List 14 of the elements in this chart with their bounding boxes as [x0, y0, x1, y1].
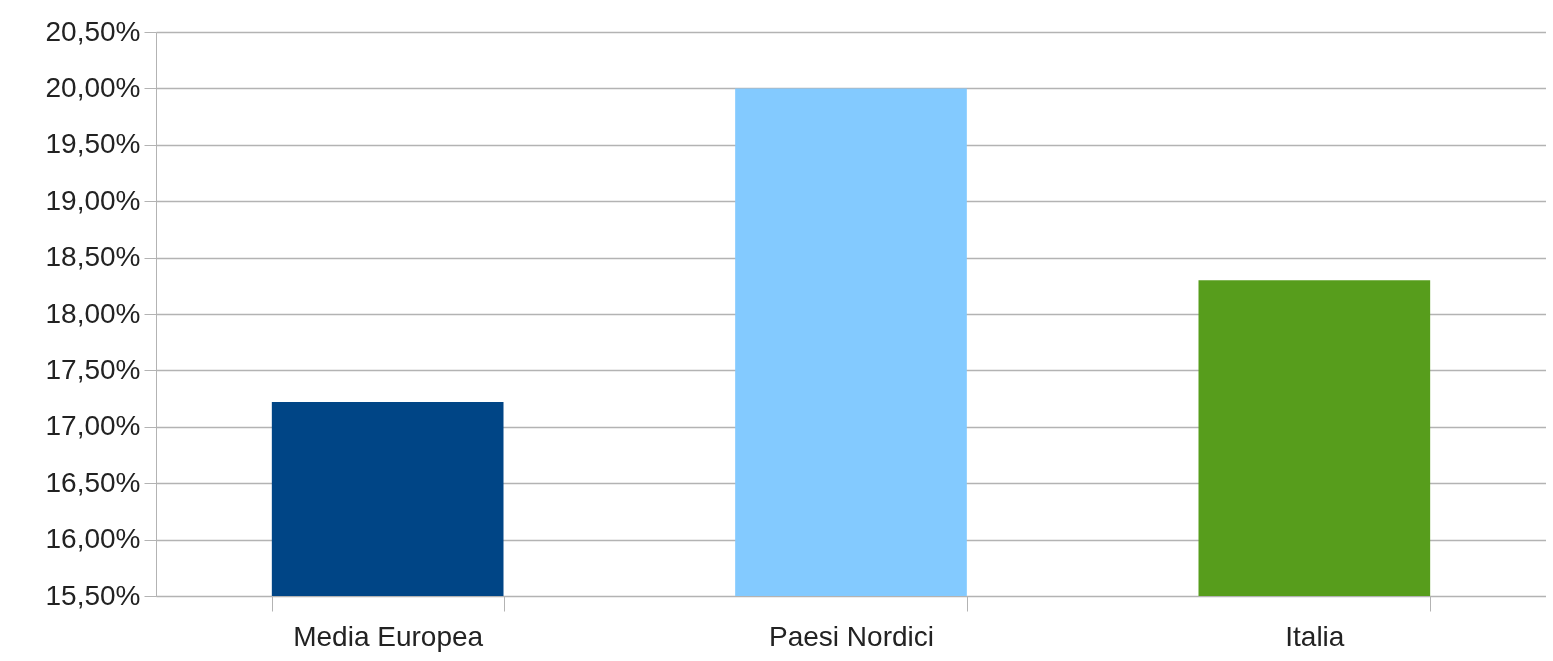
y-tick-label: 18,00% — [45, 297, 141, 329]
x-tick-label: Paesi Nordici — [769, 620, 934, 652]
y-tick-label: 16,50% — [45, 466, 141, 498]
y-tick-label: 17,50% — [45, 353, 141, 385]
y-tick-label: 20,00% — [45, 71, 141, 103]
y-tick-label: 15,50% — [45, 579, 141, 611]
y-tick-label: 17,00% — [45, 410, 141, 442]
y-tick-label: 20,50% — [45, 15, 141, 47]
y-tick-label: 16,00% — [45, 523, 141, 555]
y-tick-label: 18,50% — [45, 241, 141, 273]
y-tick-label: 19,50% — [45, 128, 141, 160]
x-tick-label: Italia — [1285, 620, 1345, 652]
x-tick-label: Media Europea — [293, 620, 484, 652]
y-tick-label: 19,00% — [45, 184, 141, 216]
